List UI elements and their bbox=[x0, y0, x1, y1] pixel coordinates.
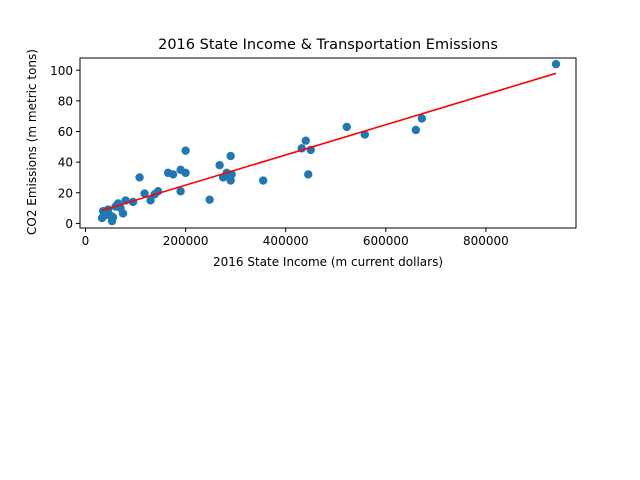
data-point bbox=[168, 170, 178, 179]
data-point bbox=[411, 125, 421, 135]
data-point bbox=[140, 189, 149, 198]
chart-title: 2016 State Income & Transportation Emiss… bbox=[158, 37, 498, 53]
x-tick-label: 0 bbox=[82, 234, 90, 248]
data-point bbox=[146, 196, 155, 205]
x-axis-label: 2016 State Income (m current dollars) bbox=[213, 255, 443, 269]
y-tick-label: 100 bbox=[50, 64, 73, 78]
data-point bbox=[176, 187, 185, 196]
data-point bbox=[108, 213, 118, 222]
data-point bbox=[226, 151, 235, 161]
x-tick-label: 600000 bbox=[363, 234, 409, 248]
x-tick-label: 400000 bbox=[263, 234, 309, 248]
y-tick-label: 20 bbox=[58, 186, 73, 200]
y-tick-label: 0 bbox=[65, 217, 73, 231]
y-tick-label: 80 bbox=[58, 94, 73, 108]
plot-area bbox=[97, 59, 561, 226]
plot-frame bbox=[79, 57, 577, 229]
trend-line bbox=[101, 72, 557, 212]
data-point bbox=[135, 173, 144, 182]
y-tick-label: 60 bbox=[58, 125, 73, 139]
data-point bbox=[215, 161, 224, 170]
data-point bbox=[342, 122, 351, 132]
data-point bbox=[301, 136, 310, 145]
y-axis-ticks: 0 20 40 60 80 100 bbox=[50, 64, 80, 231]
y-tick-label: 40 bbox=[58, 156, 73, 170]
data-point bbox=[258, 176, 268, 185]
data-point bbox=[205, 195, 214, 204]
data-point bbox=[417, 114, 427, 123]
data-point bbox=[551, 59, 561, 69]
data-point bbox=[181, 146, 190, 155]
data-point bbox=[118, 209, 128, 218]
data-point bbox=[304, 170, 313, 179]
data-point bbox=[181, 168, 190, 178]
x-tick-label: 800000 bbox=[463, 234, 509, 248]
x-tick-label: 200000 bbox=[163, 234, 209, 248]
x-axis-ticks: 0 200000 400000 600000 800000 bbox=[82, 228, 509, 248]
y-axis-label: CO2 Emissions (m metric tons) bbox=[25, 49, 39, 235]
